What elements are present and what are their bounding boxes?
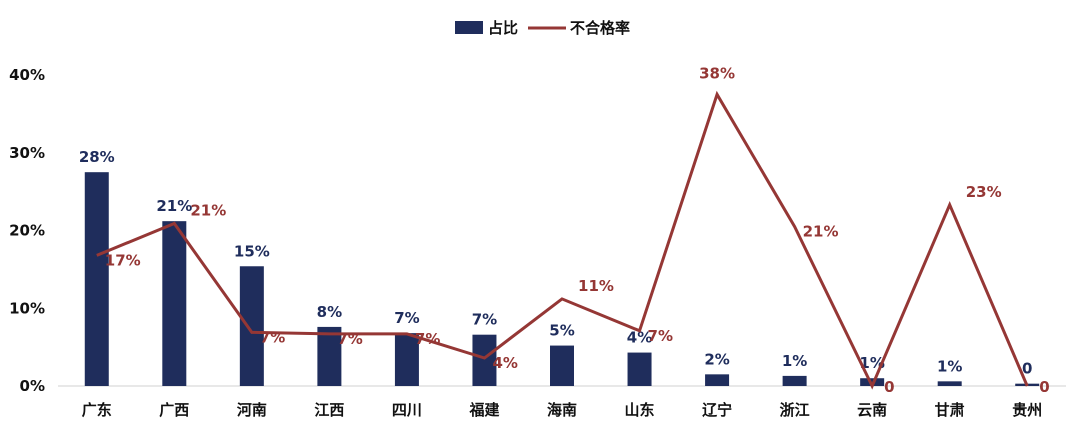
- bar-data-label: 2%: [704, 350, 729, 368]
- line-data-label: 7%: [260, 328, 285, 346]
- y-tick-label: 0%: [20, 377, 45, 395]
- x-tick-label: 浙江: [780, 401, 810, 419]
- y-tick-label: 20%: [9, 222, 45, 240]
- bar: [705, 374, 730, 386]
- line-data-label: 0: [1039, 378, 1049, 396]
- legend: 占比 不合格率: [455, 19, 630, 37]
- bar-data-label: 1%: [782, 352, 807, 370]
- x-tick-label: 河南: [237, 401, 267, 419]
- bar: [239, 266, 264, 386]
- line-data-label: 7%: [337, 330, 362, 348]
- bar-data-label: 0: [1022, 360, 1032, 378]
- x-tick-label: 福建: [468, 401, 500, 419]
- bar-data-label: 8%: [317, 303, 342, 321]
- x-tick-label: 海南: [547, 401, 577, 419]
- line-path: [96, 90, 1029, 390]
- bar: [317, 326, 342, 386]
- x-tick-label: 江西: [314, 401, 344, 419]
- line-data-label: 7%: [415, 330, 440, 348]
- line-data-labels: 17%21%7% 7% 7%4%11%7%38%21%023%0: [105, 64, 1050, 396]
- bar-data-label: 1%: [937, 357, 962, 375]
- bar: [627, 352, 652, 386]
- x-tick-label: 贵州: [1012, 401, 1042, 419]
- line-data-label: 0: [884, 378, 894, 396]
- line-data-label: 21%: [190, 202, 226, 220]
- legend-line-label: 不合格率: [570, 19, 630, 37]
- line-data-label: 23%: [966, 183, 1002, 201]
- x-axis: 广东 广西 河南 江西 四川 福建 海南 山东 辽宁 浙江 云南 甘肃 贵州: [82, 401, 1042, 419]
- bar: [472, 334, 497, 386]
- line-data-label: 38%: [699, 64, 735, 82]
- y-tick-label: 10%: [9, 299, 45, 317]
- x-tick-label: 山东: [625, 401, 655, 419]
- bar-data-label: 4%: [627, 329, 652, 347]
- line-series: [96, 90, 1029, 390]
- bar-data-label: 7%: [394, 309, 419, 327]
- bar: [394, 333, 419, 386]
- bar: [860, 378, 885, 386]
- y-tick-label: 30%: [9, 144, 45, 162]
- bar-data-label: 15%: [234, 242, 270, 260]
- bar: [550, 345, 574, 386]
- bar-series: [84, 172, 1040, 386]
- y-axis: 0% 10% 20% 30% 40%: [9, 66, 45, 395]
- bar: [937, 381, 962, 386]
- x-tick-label: 四川: [392, 401, 422, 419]
- bar: [162, 221, 187, 386]
- x-tick-label: 广西: [159, 401, 189, 419]
- line-data-label: 7%: [648, 327, 673, 345]
- legend-bar-label: 占比: [488, 19, 518, 37]
- bar: [84, 172, 109, 386]
- bar: [782, 375, 807, 386]
- line-data-label: 21%: [803, 223, 839, 241]
- bar-data-label: 7%: [472, 311, 497, 329]
- line-data-label: 4%: [492, 354, 517, 372]
- bar-data-label: 21%: [156, 197, 192, 215]
- y-tick-label: 40%: [9, 66, 45, 84]
- bar-data-label: 28%: [79, 148, 115, 166]
- x-tick-label: 辽宁: [702, 401, 732, 419]
- line-data-label: 17%: [105, 251, 141, 269]
- bar-data-labels: 28%21%15%8% 7% 7%5% 4%2% 1% 1% 1% 0: [79, 148, 1033, 377]
- bar-data-label: 5%: [549, 322, 574, 340]
- x-tick-label: 云南: [857, 401, 887, 419]
- legend-bar-swatch: [455, 21, 483, 34]
- x-tick-label: 甘肃: [935, 401, 965, 419]
- x-tick-label: 广东: [82, 401, 112, 419]
- line-data-label: 11%: [578, 277, 614, 295]
